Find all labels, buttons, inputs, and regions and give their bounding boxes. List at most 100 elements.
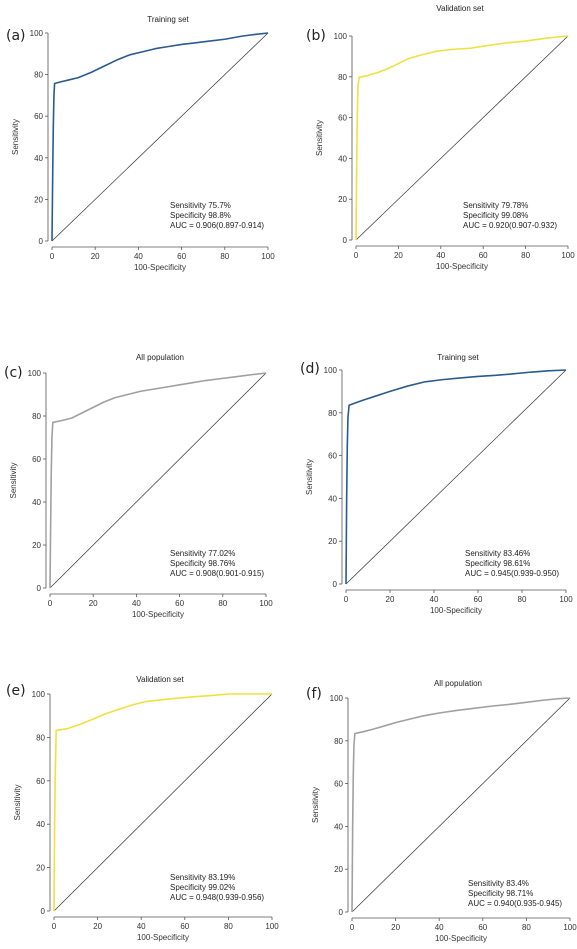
panel-0: (a) Training set 0 20 40 60 80 100 0 20 40 60 80 100 1… — [6, 15, 275, 272]
x-tick-label: 100 — [561, 251, 575, 260]
x-tick-label: 100 — [259, 599, 273, 608]
x-tick-label: 0 — [50, 252, 55, 261]
x-tick-label: 20 — [91, 252, 100, 261]
y-tick-label: 20 — [32, 541, 41, 550]
x-axis-label: 100-Specificity — [436, 262, 488, 271]
panel-letter: (c) — [4, 365, 23, 381]
y-tick-label: 0 — [333, 580, 338, 589]
y-tick-label: 0 — [41, 907, 46, 916]
panel-3: (d) Training set 0 20 40 60 80 100 0 20 40 60 80 100 1… — [300, 353, 573, 615]
stat-annotation: Sensitivity 77.02% — [170, 549, 235, 558]
y-tick-label: 60 — [36, 777, 45, 786]
y-tick-label: 60 — [334, 780, 343, 789]
y-tick-label: 40 — [36, 820, 45, 829]
stat-annotation: Specificity 98.76% — [170, 559, 235, 568]
y-tick-label: 0 — [339, 908, 344, 917]
stat-annotation: Sensitivity 83.19% — [170, 873, 235, 882]
reference-diagonal — [345, 369, 567, 585]
stat-annotation: AUC = 0.920(0.907-0.932) — [463, 221, 557, 230]
y-tick-label: 80 — [338, 73, 347, 82]
panel-letter: (d) — [300, 361, 320, 377]
roc-curve — [345, 369, 567, 585]
y-tick-label: 80 — [34, 71, 43, 80]
roc-curve — [355, 35, 569, 241]
x-tick-label: 60 — [478, 923, 487, 932]
y-tick-label: 60 — [338, 114, 347, 123]
chart-title: Validation set — [136, 675, 184, 684]
x-tick-label: 0 — [354, 251, 359, 260]
x-tick-label: 80 — [521, 251, 530, 260]
y-tick-label: 100 — [324, 366, 338, 375]
reference-diagonal — [51, 32, 269, 242]
x-tick-label: 80 — [518, 595, 527, 604]
y-tick-label: 100 — [28, 369, 42, 378]
y-tick-label: 100 — [330, 694, 344, 703]
y-tick-label: 80 — [328, 409, 337, 418]
y-tick-label: 0 — [37, 584, 42, 593]
x-tick-label: 40 — [137, 922, 146, 931]
x-axis-label: 100-Specificity — [435, 934, 487, 943]
panel-letter: (a) — [6, 28, 26, 44]
y-tick-label: 60 — [328, 452, 337, 461]
y-tick-label: 40 — [32, 498, 41, 507]
stat-annotation: AUC = 0.948(0.939-0.956) — [170, 893, 264, 902]
x-tick-label: 0 — [48, 599, 53, 608]
y-tick-label: 40 — [328, 494, 337, 503]
panel-4: (e) Validation set 0 20 40 60 80 100 0 20 40 60 80 10… — [6, 675, 279, 942]
y-tick-label: 0 — [343, 236, 348, 245]
roc-curve — [53, 693, 272, 912]
roc-curve — [51, 32, 269, 242]
roc-curve — [49, 372, 267, 589]
chart-title: All population — [136, 353, 184, 362]
stat-annotation: Specificity 98.71% — [468, 889, 533, 898]
stat-annotation: Specificity 98.61% — [465, 559, 530, 568]
x-axis-label: 100-Specificity — [134, 263, 186, 272]
x-tick-label: 60 — [474, 595, 483, 604]
stat-annotation: AUC = 0.945(0.939-0.950) — [465, 569, 559, 578]
y-tick-label: 100 — [30, 29, 44, 38]
y-tick-label: 40 — [338, 154, 347, 163]
x-tick-label: 60 — [479, 251, 488, 260]
y-tick-label: 40 — [334, 822, 343, 831]
x-axis-label: 100-Specificity — [137, 933, 189, 942]
y-tick-label: 80 — [334, 737, 343, 746]
x-tick-label: 40 — [132, 599, 141, 608]
y-axis-label: Sensitivity — [311, 787, 320, 823]
panel-5: (f) All population 0 20 40 60 80 100 0 20 40 60 80 10… — [306, 679, 577, 943]
x-tick-label: 60 — [175, 599, 184, 608]
x-axis-label: 100-Specificity — [430, 606, 482, 615]
y-tick-label: 40 — [34, 154, 43, 163]
x-axis-label: 100-Specificity — [132, 610, 184, 619]
stat-annotation: Sensitivity 79.78% — [463, 201, 528, 210]
y-tick-label: 80 — [36, 733, 45, 742]
y-axis-label: Sensitivity — [315, 120, 324, 156]
x-tick-label: 80 — [522, 923, 531, 932]
x-tick-label: 20 — [386, 595, 395, 604]
x-tick-label: 80 — [224, 922, 233, 931]
x-tick-label: 20 — [89, 599, 98, 608]
stat-annotation: Sensitivity 83.4% — [468, 879, 529, 888]
y-tick-label: 20 — [338, 195, 347, 204]
chart-title: Training set — [437, 353, 479, 362]
x-tick-label: 80 — [218, 599, 227, 608]
y-tick-label: 60 — [34, 112, 43, 121]
panel-1: (b) Validation set 0 20 40 60 80 100 0 20 40 60 80 10… — [306, 4, 575, 271]
x-tick-label: 40 — [435, 923, 444, 932]
stat-annotation: Sensitivity 83.46% — [465, 549, 530, 558]
y-tick-label: 100 — [334, 32, 348, 41]
panel-letter: (e) — [6, 683, 26, 699]
x-tick-label: 100 — [563, 923, 577, 932]
y-axis-label: Sensitivity — [11, 119, 20, 155]
y-axis-label: Sensitivity — [9, 462, 18, 498]
x-tick-label: 20 — [394, 251, 403, 260]
reference-diagonal — [53, 693, 273, 912]
stat-annotation: Specificity 99.02% — [170, 883, 235, 892]
x-tick-label: 60 — [180, 922, 189, 931]
reference-diagonal — [49, 372, 267, 589]
chart-title: All population — [434, 679, 482, 688]
x-tick-label: 0 — [52, 922, 57, 931]
stat-annotation: Specificity 99.08% — [463, 211, 528, 220]
y-axis-label: Sensitivity — [13, 784, 22, 820]
x-tick-label: 80 — [220, 252, 229, 261]
